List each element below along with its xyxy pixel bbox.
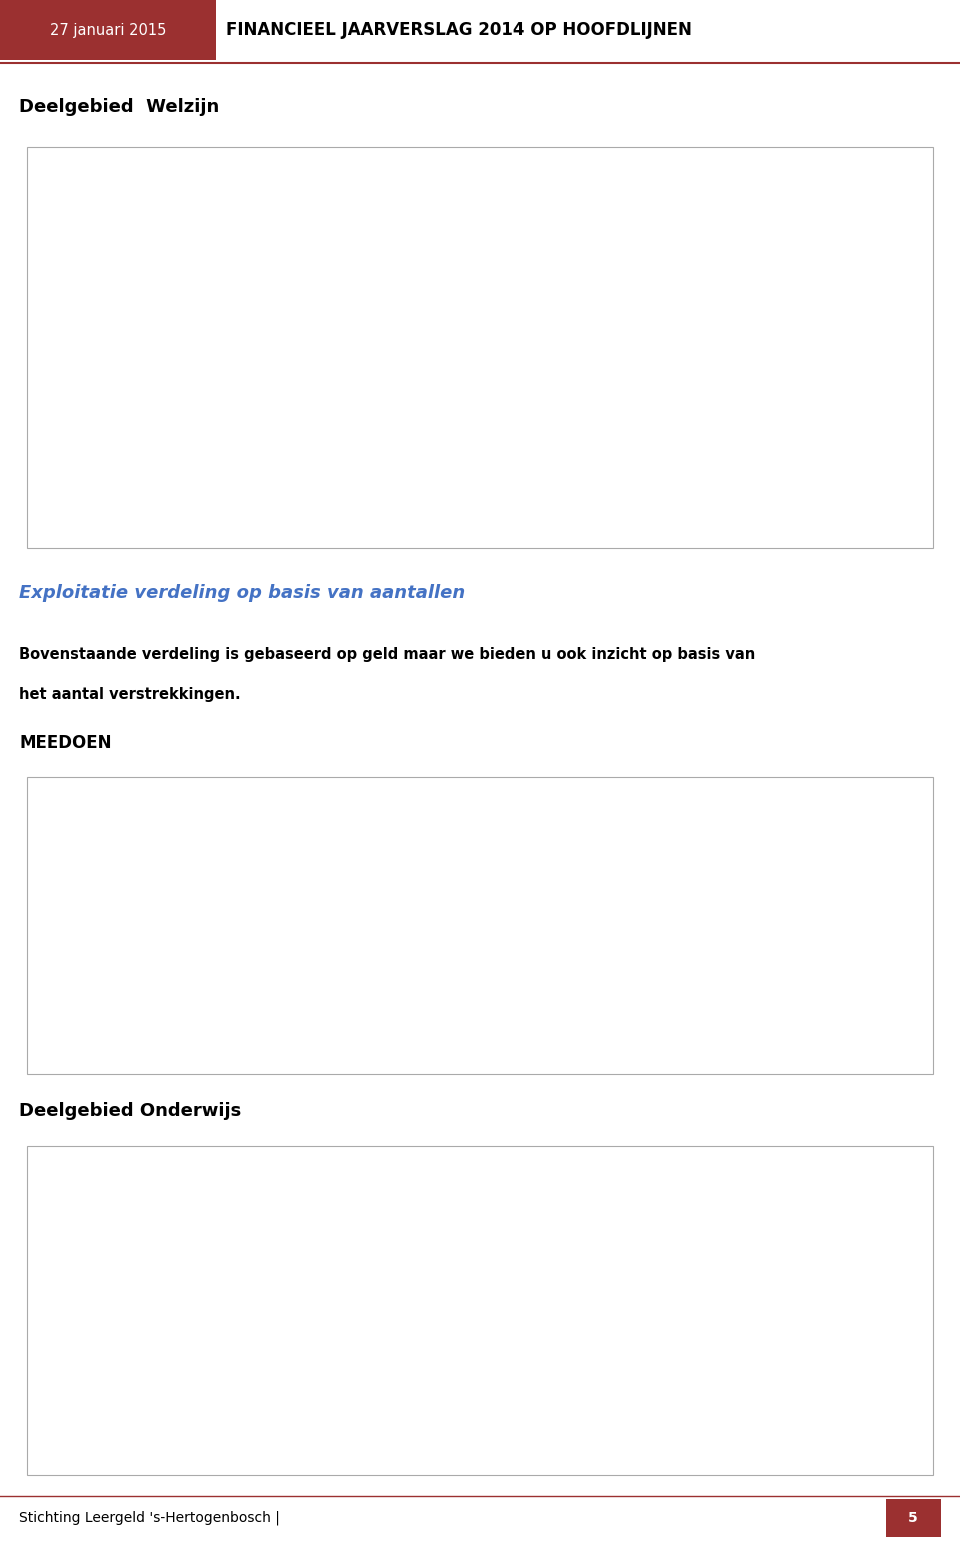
Wedge shape (256, 1185, 259, 1310)
Text: 579: 579 (253, 1437, 277, 1449)
Text: overige schoolbenodigheden: overige schoolbenodigheden (542, 1299, 724, 1312)
Wedge shape (225, 1190, 259, 1310)
Wedge shape (259, 1185, 385, 1409)
Text: Welzijn: Welzijn (584, 955, 633, 969)
Bar (509, 1327, 532, 1350)
Text: Stichting Leergeld 's-Hertogenbosch |: Stichting Leergeld 's-Hertogenbosch | (19, 1511, 280, 1525)
Bar (547, 879, 573, 912)
Wedge shape (133, 1199, 259, 1343)
Text: Contributie welzijn: Contributie welzijn (566, 256, 696, 272)
Bar (547, 1009, 573, 1040)
Text: Deelgebied Onderwijs: Deelgebied Onderwijs (19, 1102, 242, 1120)
Text: 3: 3 (124, 1267, 132, 1279)
Text: ABC zwemdiploma: ABC zwemdiploma (542, 1366, 660, 1380)
Text: Fietsverstrekkingen: Fietsverstrekkingen (566, 346, 703, 360)
Bar (0, 0, 216, 60)
Text: 27 januari 2015: 27 januari 2015 (50, 23, 167, 37)
Text: MEEDOEN: MEEDOEN (19, 734, 111, 752)
Bar (509, 1191, 532, 1214)
Bar (885, 1496, 941, 1542)
Text: 71: 71 (188, 1411, 204, 1424)
Text: 1: 1 (124, 1386, 132, 1398)
Text: 4: 4 (117, 1336, 125, 1349)
Text: Cultuur: Cultuur (584, 1018, 635, 1032)
Text: 2: 2 (308, 1166, 316, 1179)
Text: €€7₂₂ 5: €€7₂₂ 5 (241, 170, 282, 179)
Wedge shape (240, 193, 250, 345)
Bar (509, 1225, 532, 1248)
Text: 37 781: 37 781 (260, 789, 304, 802)
Wedge shape (228, 817, 269, 925)
Text: Ouderbijdrage: Ouderbijdrage (542, 1163, 633, 1176)
Text: Deelgebied  Welzijn: Deelgebied Welzijn (19, 99, 220, 116)
Bar (509, 1428, 532, 1452)
Bar (528, 244, 555, 284)
Text: Sport: Sport (584, 890, 621, 904)
Text: schoolkamp: schoolkamp (542, 1231, 617, 1244)
Text: 722: 722 (317, 1285, 340, 1299)
Text: 53: 53 (264, 1166, 279, 1179)
Bar (509, 1157, 532, 1180)
Wedge shape (240, 813, 269, 925)
Text: het aantal verstrekkingen.: het aantal verstrekkingen. (19, 688, 241, 701)
Bar (509, 1293, 532, 1316)
Wedge shape (156, 813, 381, 1038)
Text: FINANCIEEL JAARVERSLAG 2014 OP HOOFDLIJNEN: FINANCIEEL JAARVERSLAG 2014 OP HOOFDLIJN… (226, 22, 691, 39)
Text: testkosten: testkosten (542, 1333, 608, 1346)
Bar (547, 816, 573, 848)
Bar (528, 334, 555, 372)
Text: Exploitatie verdeling op basis van aantallen: Exploitatie verdeling op basis van aanta… (19, 584, 466, 603)
Wedge shape (98, 192, 401, 494)
Text: Schoolboeken: Schoolboeken (542, 1265, 630, 1278)
Bar (509, 1259, 532, 1282)
Wedge shape (138, 1310, 337, 1437)
Bar (509, 1394, 532, 1418)
Text: schoolreizen: schoolreizen (542, 1197, 621, 1210)
Wedge shape (226, 1185, 259, 1310)
Text: € 9.325: € 9.325 (173, 383, 221, 396)
Text: PC verstrekkingen: PC verstrekkingen (566, 436, 693, 450)
Text: Reiskosten: Reiskosten (542, 1400, 610, 1414)
Text: 1834: 1834 (253, 919, 284, 932)
Text: overige onderwijskosten: overige onderwijskosten (542, 1434, 695, 1448)
Wedge shape (255, 1185, 259, 1310)
Wedge shape (247, 192, 250, 345)
Text: Bovenstaande verdeling is gebaseerd op geld maar we bieden u ook inzicht op basi: Bovenstaande verdeling is gebaseerd op g… (19, 647, 756, 661)
Bar (528, 423, 555, 462)
Wedge shape (204, 1190, 259, 1310)
Bar (547, 944, 573, 976)
Text: Onderwijs: Onderwijs (584, 825, 653, 840)
Text: 399: 399 (159, 1279, 183, 1292)
Wedge shape (258, 1185, 259, 1310)
Bar (509, 1361, 532, 1384)
Text: 5: 5 (908, 1511, 918, 1525)
